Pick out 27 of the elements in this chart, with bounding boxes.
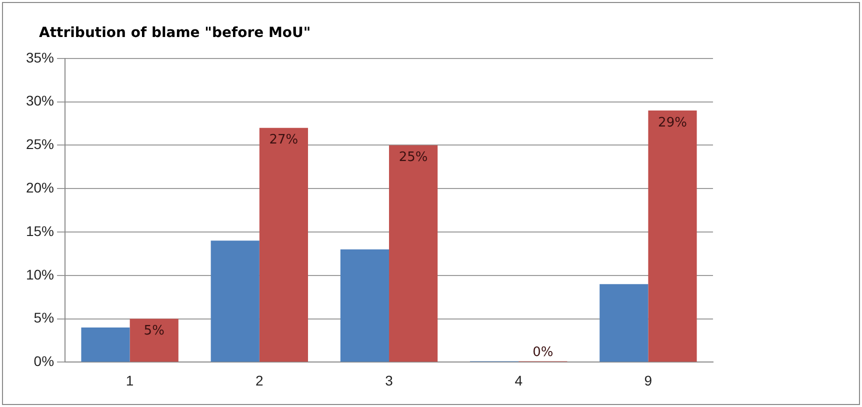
bar: [340, 249, 390, 362]
bar: [130, 318, 178, 362]
bar: [210, 240, 260, 362]
y-tick-label: 25%: [26, 136, 54, 152]
y-tick-label: 15%: [26, 222, 54, 239]
y-tick-label: 5%: [34, 310, 54, 326]
bar: [259, 128, 308, 362]
x-tick-label: 2: [256, 372, 264, 388]
bar: [81, 327, 130, 362]
y-tick-label: 0%: [34, 353, 54, 370]
chart-title: Attribution of blame "before MoU": [39, 25, 311, 41]
x-tick-label: 4: [514, 372, 523, 388]
x-tick-label: 1: [126, 372, 134, 388]
data-label: 29%: [658, 115, 687, 130]
x-tick-label: 3: [385, 372, 394, 388]
y-tick-label: 10%: [26, 266, 54, 282]
bar: [648, 110, 697, 362]
y-tick-label: 30%: [26, 92, 54, 109]
y-tick-label: 35%: [26, 49, 54, 66]
data-label: 25%: [398, 150, 428, 166]
bar: [600, 284, 648, 362]
y-tick-label: 20%: [26, 179, 54, 196]
data-label: 0%: [532, 345, 554, 360]
x-tick-label: 9: [644, 372, 652, 388]
data-label: 5%: [144, 324, 164, 339]
bar: [389, 145, 438, 362]
data-label: 27%: [269, 132, 298, 148]
